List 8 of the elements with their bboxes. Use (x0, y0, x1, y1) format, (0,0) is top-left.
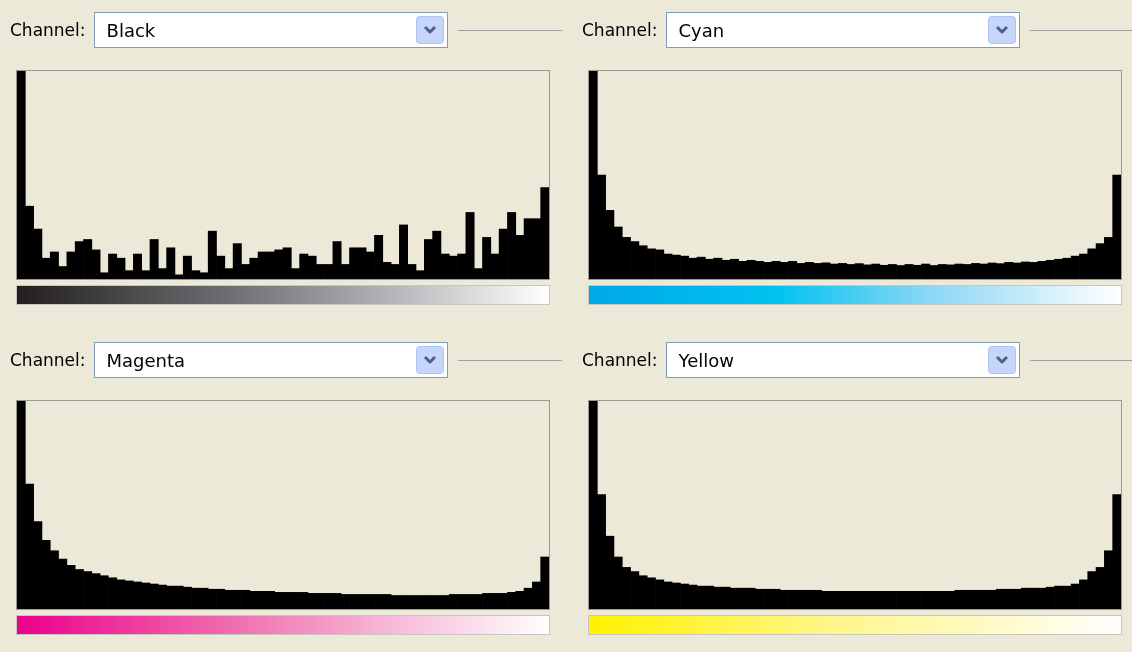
chart-subtitle: Black (106, 19, 156, 41)
chart-title: Channel: (10, 20, 86, 40)
chart-title: Channel: (582, 20, 658, 40)
chart-title: Channel: (10, 350, 86, 370)
chart-subtitle: Cyan (678, 19, 725, 41)
chart-subtitle: Yellow (678, 349, 734, 371)
chart-title: Channel: (582, 350, 658, 370)
chart-subtitle: Magenta (106, 349, 186, 371)
